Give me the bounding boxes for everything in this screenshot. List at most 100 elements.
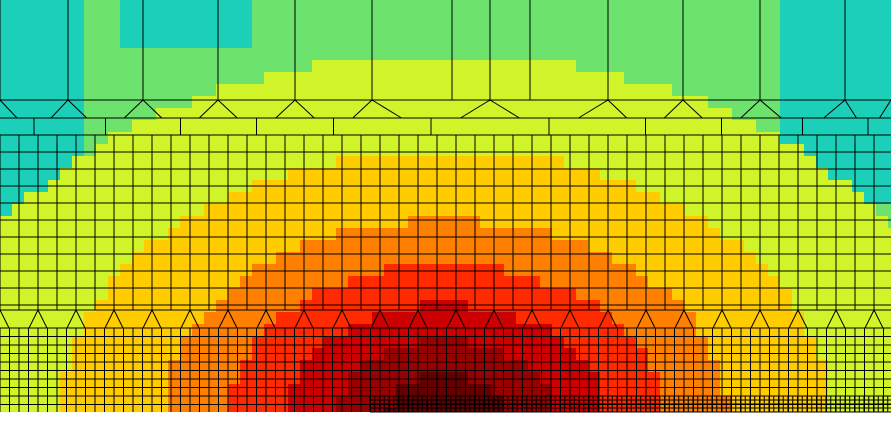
- contour-cell: [672, 288, 684, 300]
- contour-cell: [300, 192, 312, 204]
- contour-cell: [192, 276, 204, 288]
- contour-cell: [768, 372, 780, 384]
- contour-cell: [180, 48, 192, 60]
- contour-cell: [804, 132, 816, 144]
- contour-cell: [756, 168, 768, 180]
- contour-cell: [444, 192, 456, 204]
- contour-cell: [888, 36, 891, 48]
- contour-cell: [696, 12, 708, 24]
- contour-cell: [288, 300, 300, 312]
- contour-cell: [696, 216, 708, 228]
- contour-cell: [228, 264, 240, 276]
- contour-cell: [312, 0, 324, 12]
- contour-cell: [216, 396, 228, 408]
- contour-cell: [72, 72, 84, 84]
- contour-cell: [816, 204, 828, 216]
- contour-cell: [180, 168, 192, 180]
- contour-cell: [888, 300, 891, 312]
- contour-cell: [420, 300, 432, 312]
- contour-cell: [468, 12, 480, 24]
- contour-cell: [876, 0, 888, 12]
- contour-cell: [720, 276, 732, 288]
- contour-cell: [144, 0, 156, 12]
- contour-cell: [144, 24, 156, 36]
- contour-cell: [192, 324, 204, 336]
- contour-cell: [600, 360, 612, 372]
- contour-cell: [888, 120, 891, 132]
- contour-cell: [360, 0, 372, 12]
- contour-cell: [288, 168, 300, 180]
- contour-cell: [480, 120, 492, 132]
- contour-cell: [600, 264, 612, 276]
- contour-cell: [588, 312, 600, 324]
- contour-cell: [216, 60, 228, 72]
- contour-cell: [156, 96, 168, 108]
- contour-cell: [360, 72, 372, 84]
- contour-cell: [552, 216, 564, 228]
- contour-cell: [672, 144, 684, 156]
- contour-cell: [828, 324, 840, 336]
- contour-cell: [660, 108, 672, 120]
- contour-cell: [468, 384, 480, 396]
- contour-cell: [504, 0, 516, 12]
- contour-cell: [240, 360, 252, 372]
- contour-cell: [372, 360, 384, 372]
- contour-cell: [264, 372, 276, 384]
- contour-cell: [696, 372, 708, 384]
- contour-cell: [156, 264, 168, 276]
- contour-cell: [204, 372, 216, 384]
- contour-cell: [468, 108, 480, 120]
- contour-cell: [360, 276, 372, 288]
- contour-cell: [48, 288, 60, 300]
- contour-cell: [48, 24, 60, 36]
- contour-cell: [396, 12, 408, 24]
- contour-cell: [156, 240, 168, 252]
- contour-cell: [552, 240, 564, 252]
- contour-cell: [240, 12, 252, 24]
- contour-cell: [660, 300, 672, 312]
- contour-cell: [588, 72, 600, 84]
- contour-cell: [684, 288, 696, 300]
- contour-cell: [780, 120, 792, 132]
- contour-cell: [372, 204, 384, 216]
- contour-cell: [36, 216, 48, 228]
- contour-cell: [576, 396, 588, 408]
- contour-cell: [372, 144, 384, 156]
- contour-cell: [0, 384, 12, 396]
- contour-cell: [504, 204, 516, 216]
- contour-cell: [132, 156, 144, 168]
- contour-cell: [216, 336, 228, 348]
- contour-cell: [816, 48, 828, 60]
- contour-cell: [708, 156, 720, 168]
- contour-cell: [96, 36, 108, 48]
- contour-cell: [12, 24, 24, 36]
- contour-cell: [588, 132, 600, 144]
- contour-cell: [360, 300, 372, 312]
- contour-cell: [708, 216, 720, 228]
- contour-cell: [684, 228, 696, 240]
- contour-cell: [696, 384, 708, 396]
- contour-cell: [552, 36, 564, 48]
- contour-cell: [684, 252, 696, 264]
- contour-cell: [420, 168, 432, 180]
- contour-cell: [504, 132, 516, 144]
- contour-cell: [624, 132, 636, 144]
- contour-cell: [660, 72, 672, 84]
- contour-cell: [408, 144, 420, 156]
- contour-cell: [780, 168, 792, 180]
- contour-cell: [204, 240, 216, 252]
- contour-cell: [84, 156, 96, 168]
- contour-cell: [120, 156, 132, 168]
- contour-cell: [252, 396, 264, 408]
- contour-cell: [156, 108, 168, 120]
- contour-cell: [276, 24, 288, 36]
- contour-cell: [684, 264, 696, 276]
- contour-cell: [804, 192, 816, 204]
- contour-cell: [456, 24, 468, 36]
- contour-cell: [876, 144, 888, 156]
- contour-cell: [816, 252, 828, 264]
- contour-cell: [276, 96, 288, 108]
- contour-cell: [756, 108, 768, 120]
- contour-cell: [84, 24, 96, 36]
